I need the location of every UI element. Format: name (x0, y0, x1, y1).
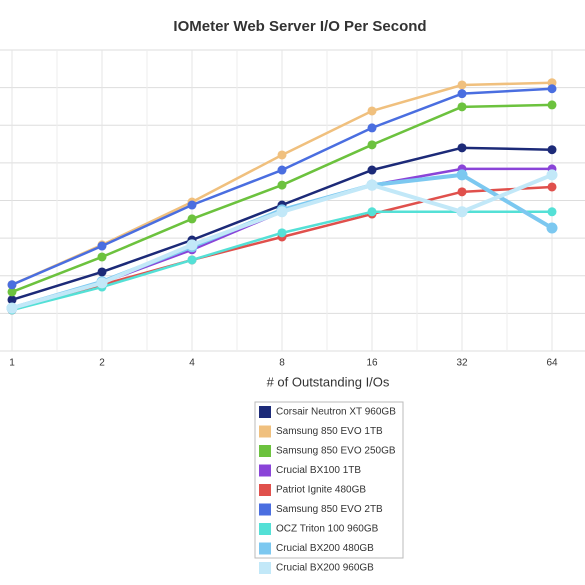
chart-title: IOMeter Web Server I/O Per Second (173, 18, 426, 35)
data-point (277, 150, 287, 160)
x-axis-label: # of Outstanding I/Os (267, 374, 390, 389)
data-point (7, 287, 17, 297)
data-point (277, 228, 287, 238)
x-tick-label: 2 (99, 358, 105, 369)
data-point (546, 222, 558, 234)
x-tick-label: 64 (546, 358, 558, 369)
legend-swatch (259, 406, 271, 418)
data-point (547, 182, 557, 192)
data-point (547, 100, 557, 110)
data-point (187, 214, 197, 224)
data-point (277, 180, 287, 190)
data-point (546, 169, 558, 181)
legend-swatch (259, 503, 271, 516)
data-point (367, 165, 377, 175)
legend-swatch (259, 523, 271, 535)
legend-swatch (259, 464, 271, 477)
data-point (7, 280, 17, 290)
x-tick-label: 8 (279, 358, 285, 369)
x-tick-label: 4 (189, 358, 195, 369)
legend-swatch (259, 445, 271, 457)
data-point (187, 255, 197, 265)
data-point (96, 277, 108, 289)
data-point (456, 169, 468, 181)
data-point (367, 123, 377, 133)
data-point (367, 140, 377, 150)
data-point (367, 207, 377, 217)
data-point (547, 145, 557, 155)
legend-label: Crucial BX100 1TB (276, 465, 361, 476)
legend-swatch (259, 484, 271, 496)
data-point (276, 206, 288, 218)
data-point (547, 84, 557, 94)
legend-label: OCZ Triton 100 960GB (276, 524, 379, 535)
legend-label: Samsung 850 EVO 250GB (276, 446, 396, 457)
data-point (456, 206, 468, 218)
x-tick-label: 32 (456, 358, 468, 369)
legend-label: Patriot Ignite 480GB (276, 485, 366, 496)
legend-label: Crucial BX200 960GB (276, 563, 374, 574)
data-point (186, 239, 198, 251)
x-tick-label: 1 (9, 358, 15, 369)
data-point (457, 187, 467, 197)
data-point (187, 200, 197, 210)
legend-label: Crucial BX200 480GB (276, 543, 374, 554)
legend-label: Samsung 850 EVO 2TB (276, 504, 383, 515)
data-point (6, 302, 18, 314)
data-point (97, 267, 107, 277)
data-point (547, 207, 557, 217)
x-tick-label: 16 (366, 358, 378, 369)
legend-swatch (259, 562, 271, 574)
legend-box (254, 401, 404, 559)
data-point (277, 165, 287, 175)
legend-swatch (259, 542, 271, 555)
data-point (457, 80, 467, 90)
data-point (7, 295, 17, 305)
legend-label: Corsair Neutron XT 960GB (276, 407, 396, 418)
data-point (97, 241, 107, 251)
legend-swatch (259, 425, 271, 438)
legend-label: Samsung 850 EVO 1TB (276, 426, 383, 437)
data-point (367, 106, 377, 116)
data-point (457, 102, 467, 112)
data-point (97, 252, 107, 262)
data-point (457, 89, 467, 99)
data-point (366, 179, 378, 191)
data-point (457, 143, 467, 153)
